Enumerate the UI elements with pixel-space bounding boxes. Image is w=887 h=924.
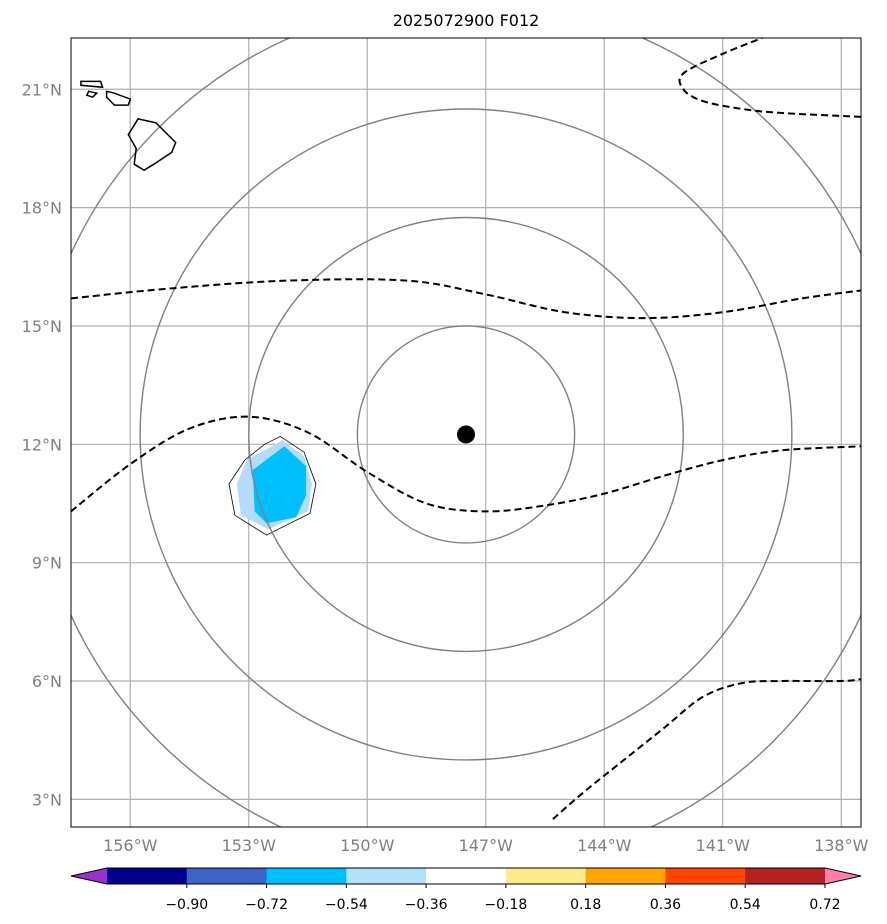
colorbar-extend-max xyxy=(825,868,861,884)
colorbar: −0.90 −0.72 −0.54 −0.36 −0.18 0.18 0.36 0.54 0.7… xyxy=(70,867,862,913)
storm-center xyxy=(457,425,475,444)
lat-tick-label: 9°N xyxy=(32,554,62,573)
anomaly-fill xyxy=(252,446,306,524)
storm-center-dot xyxy=(457,425,475,444)
graticule xyxy=(71,38,861,827)
colorbar-outline xyxy=(70,867,862,885)
dashed-contour-line xyxy=(71,278,861,320)
longitude-tick-labels: 156°W 153°W 150°W 147°W 144°W 141°W 138°W xyxy=(103,836,869,855)
island-outline xyxy=(80,80,104,89)
lat-tick-label: 3°N xyxy=(32,790,62,809)
lon-tick-label: 144°W xyxy=(577,836,632,855)
dashed-contour-line xyxy=(552,678,861,820)
colorbar-segment xyxy=(426,868,507,884)
colorbar-tick-label: 0.18 xyxy=(570,897,601,913)
lon-tick-label: 156°W xyxy=(103,836,158,855)
lat-tick-label: 15°N xyxy=(22,317,62,336)
map-panel xyxy=(70,37,862,828)
island-outline xyxy=(105,90,132,106)
lon-tick-label: 138°W xyxy=(814,836,869,855)
lon-tick-label: 141°W xyxy=(696,836,751,855)
colorbar-tick-label: 0.54 xyxy=(730,897,761,913)
colorbar-segment xyxy=(505,868,587,884)
map-frame xyxy=(70,37,862,828)
latitude-tick-labels: 3°N 6°N 9°N 12°N 15°N 18°N 21°N xyxy=(22,80,62,809)
hawaii-coastline xyxy=(80,80,177,172)
colorbar-segment xyxy=(186,868,268,884)
colorbar-segment xyxy=(665,868,746,884)
colorbar-segment xyxy=(107,868,188,884)
colorbar-segment xyxy=(585,868,666,884)
lat-tick-label: 12°N xyxy=(22,435,62,454)
dashed-contour-line xyxy=(678,38,861,118)
range-ring xyxy=(248,216,684,653)
lat-tick-label: 18°N xyxy=(22,199,62,218)
colorbar-segment xyxy=(346,868,427,884)
colorbar-tick-label: −0.18 xyxy=(484,897,527,913)
range-ring xyxy=(139,108,793,761)
range-ring xyxy=(356,325,576,544)
anomaly-shading xyxy=(228,435,317,536)
colorbar-tick-label: 0.72 xyxy=(809,897,840,913)
map-title: 2025072900 F012 xyxy=(393,11,540,30)
colorbar-tick-label: −0.36 xyxy=(405,897,448,913)
lon-tick-label: 147°W xyxy=(459,836,514,855)
anomaly-contour-outline xyxy=(228,435,317,536)
colorbar-extend-min xyxy=(71,868,107,884)
dashed-contours xyxy=(71,38,861,820)
lat-tick-label: 21°N xyxy=(22,80,62,99)
range-rings xyxy=(71,38,861,827)
colorbar-tick-label: −0.72 xyxy=(245,897,288,913)
island-outline xyxy=(85,90,99,99)
dashed-contour-line xyxy=(71,415,861,513)
lon-tick-label: 150°W xyxy=(340,836,395,855)
colorbar-tick-label: 0.36 xyxy=(650,897,681,913)
colorbar-tick-label: −0.90 xyxy=(165,897,208,913)
island-outline xyxy=(127,118,177,172)
colorbar-segment xyxy=(745,868,826,884)
lon-tick-label: 153°W xyxy=(222,836,277,855)
colorbar-tick-label: −0.54 xyxy=(325,897,368,913)
colorbar-segment xyxy=(266,868,347,884)
lat-tick-label: 6°N xyxy=(32,672,62,691)
